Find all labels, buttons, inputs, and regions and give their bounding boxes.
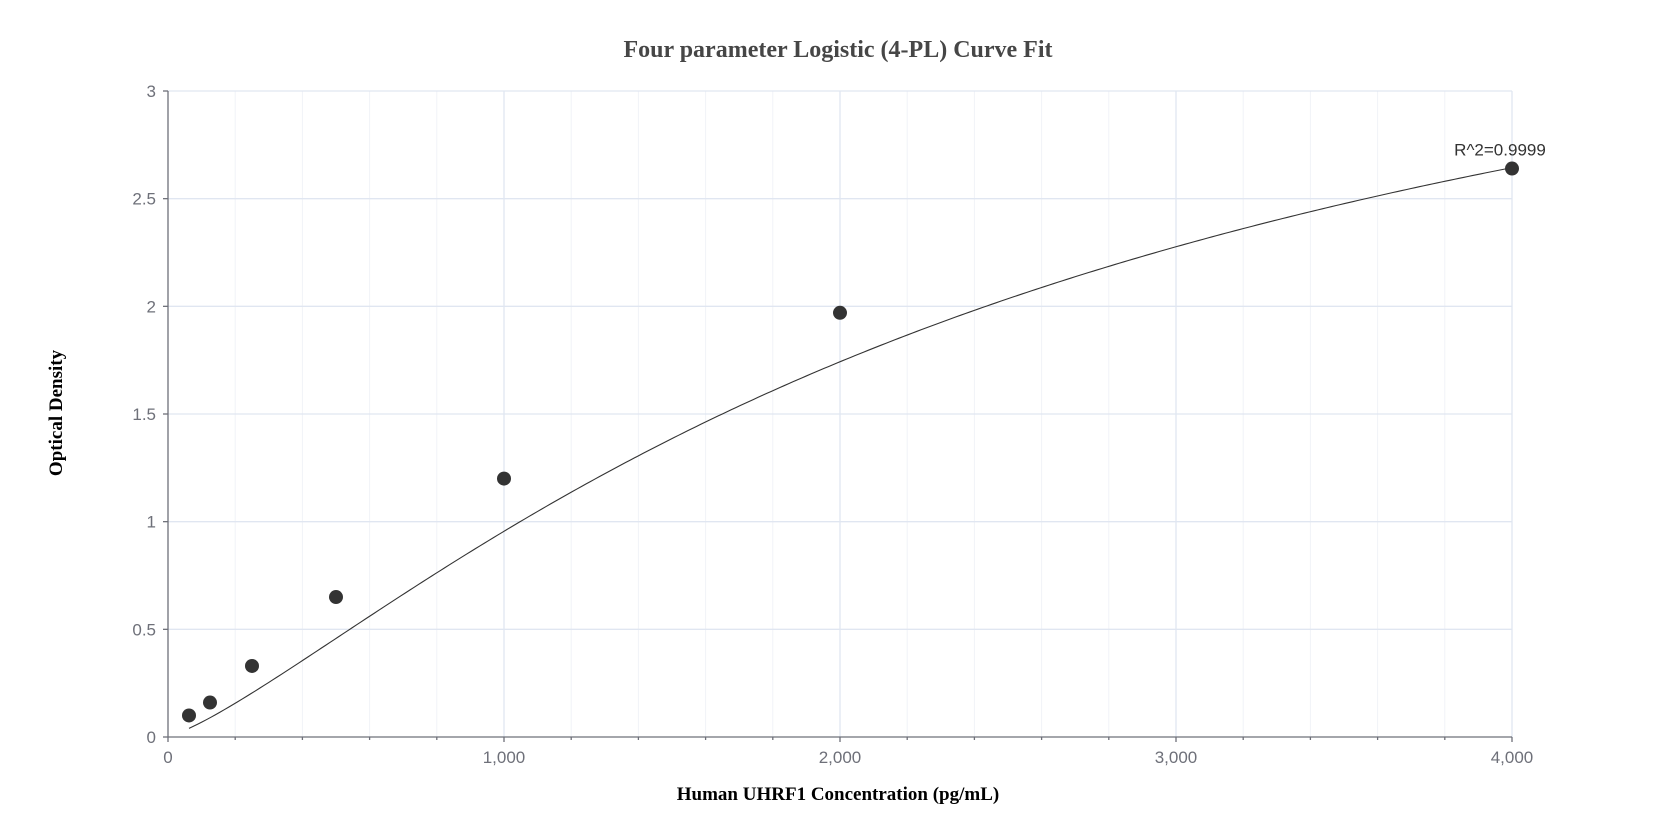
x-tick-label: 1,000 xyxy=(483,748,526,767)
x-tick-label: 2,000 xyxy=(819,748,862,767)
y-ticks: 0 0.5 1 1.5 2 2.5 3 xyxy=(132,82,168,747)
y-axis-title: Optical Density xyxy=(46,349,67,476)
data-point xyxy=(203,695,217,710)
x-axis-title: Human UHRF1 Concentration (pg/mL) xyxy=(677,784,999,805)
y-tick-label: 1.5 xyxy=(132,405,156,424)
y-tick-label: 1 xyxy=(147,513,156,532)
data-point xyxy=(1505,161,1519,176)
data-point xyxy=(182,708,196,723)
x-tick-label: 4,000 xyxy=(1491,748,1534,767)
data-point xyxy=(833,305,847,320)
major-grid xyxy=(168,90,1513,737)
x-ticks: 0 1,000 2,000 3,000 4,000 xyxy=(163,737,1533,767)
fit-curve xyxy=(188,167,1513,729)
y-tick-label: 2 xyxy=(147,297,156,316)
y-tick-label: 2.5 xyxy=(132,190,156,209)
chart-title: Four parameter Logistic (4-PL) Curve Fit xyxy=(623,37,1052,63)
data-point xyxy=(245,658,259,673)
data-point xyxy=(497,471,511,486)
y-tick-label: 0.5 xyxy=(132,620,156,639)
y-tick-label: 3 xyxy=(147,82,156,101)
x-tick-label: 0 xyxy=(163,748,172,767)
r-squared-annotation: R^2=0.9999 xyxy=(1454,141,1546,160)
data-point xyxy=(329,590,343,605)
x-tick-label: 3,000 xyxy=(1155,748,1198,767)
y-tick-label: 0 xyxy=(147,728,156,747)
data-points xyxy=(182,161,1519,723)
